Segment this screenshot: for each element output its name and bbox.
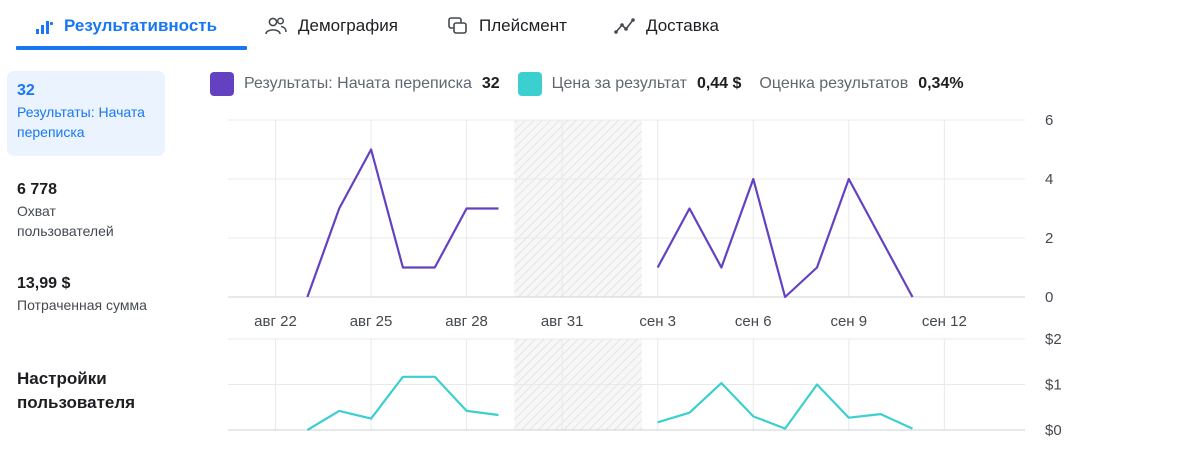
y-tick-label-cost: $2 [1045, 331, 1062, 348]
tab-delivery[interactable]: Доставка [614, 0, 719, 52]
metric-spent[interactable]: 13,99 $ Потраченная сумма [7, 264, 165, 325]
legend-swatch-results[interactable] [210, 72, 234, 96]
tab-demographics[interactable]: Демография [264, 0, 398, 52]
chart-legend: Результаты: Начата переписка 32 Цена за … [210, 70, 982, 98]
y-tick-label-results: 2 [1045, 230, 1053, 247]
tab-performance-label: Результативность [64, 16, 218, 35]
legend-swatch-cost[interactable] [517, 72, 542, 96]
tab-bar: Результативность Демография Плейсмент До… [0, 0, 760, 52]
metric-results[interactable]: 32 Результаты: Начата переписка [7, 71, 165, 156]
metric-reach-value: 6 778 [17, 181, 58, 198]
tab-delivery-label: Доставка [646, 16, 720, 35]
x-tick-label: сен 9 [830, 313, 867, 330]
bar-chart-icon [36, 21, 54, 34]
metric-reach[interactable]: 6 778 Охват пользователей [7, 170, 165, 251]
series-line-cost [657, 382, 913, 430]
tab-placement[interactable]: Плейсмент [447, 0, 567, 52]
legend-name-quality: Оценка результатов [759, 75, 909, 92]
user-settings-link[interactable]: Настройки пользователя [17, 369, 136, 412]
tab-demographics-label: Демография [298, 16, 398, 35]
tab-performance[interactable]: Результативность [34, 0, 217, 52]
metric-reach-label: Охват пользователей [17, 203, 114, 239]
series-line-results [656, 177, 914, 299]
y-tick-label-results: 0 [1045, 289, 1053, 306]
metric-results-value: 32 [17, 82, 35, 99]
x-tick-label: авг 28 [445, 313, 488, 330]
metric-spent-value: 13,99 $ [17, 275, 71, 292]
legend-value-quality: 0,34% [918, 75, 964, 92]
x-tick-label: авг 22 [254, 313, 297, 330]
legend-value-cost: 0,44 $ [696, 75, 742, 92]
metric-spent-label: Потраченная сумма [17, 297, 147, 313]
y-tick-label-results: 6 [1045, 112, 1053, 129]
series-line-results [306, 148, 499, 298]
legend-value-results: 32 [481, 75, 500, 92]
x-tick-label: авг 25 [350, 313, 393, 330]
active-tab-indicator [16, 46, 247, 50]
people-icon [265, 17, 287, 35]
x-tick-label: авг 31 [541, 313, 584, 330]
y-tick-label-cost: $0 [1045, 422, 1062, 439]
legend-name-cost: Цена за результат [551, 75, 687, 92]
delivery-trend-icon [614, 18, 635, 34]
y-tick-label-cost: $1 [1045, 377, 1062, 394]
placement-icon [448, 17, 467, 34]
tab-placement-label: Плейсмент [479, 16, 567, 35]
series-line-cost [306, 375, 499, 431]
legend-name-results: Результаты: Начата переписка [244, 75, 472, 92]
y-tick-label-results: 4 [1045, 171, 1053, 188]
no-data-region-results [514, 120, 642, 297]
x-tick-label: сен 6 [735, 313, 772, 330]
x-tick-label: сен 12 [922, 313, 967, 330]
x-tick-label: сен 3 [639, 313, 676, 330]
metric-results-label: Результаты: Начата переписка [17, 104, 145, 140]
